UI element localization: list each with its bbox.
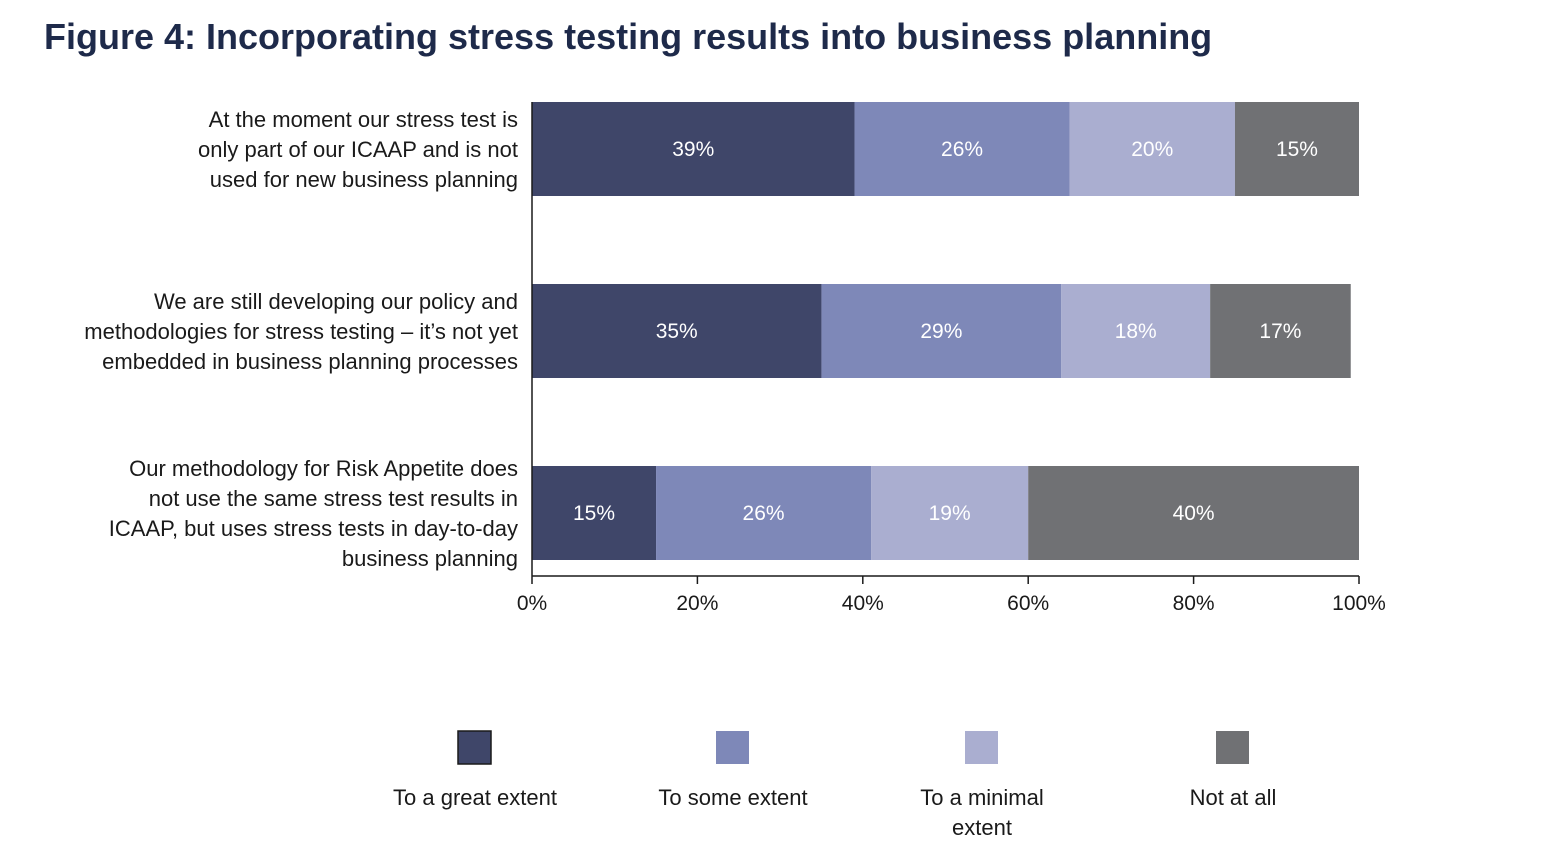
bar-segment-1-3 <box>1069 102 1235 196</box>
legend-label-2: To some extent <box>658 785 807 810</box>
legend-label-4: Not at all <box>1190 785 1277 810</box>
legend-label-2-line-1: To some extent <box>658 785 807 810</box>
chart-title: Figure 4: Incorporating stress testing r… <box>44 16 1213 57</box>
data-label-1-2: 26% <box>941 138 983 161</box>
category-labels-layer: At the moment our stress test is only par… <box>84 107 518 571</box>
bar-segment-1-2 <box>854 102 1070 196</box>
data-label-2-2: 29% <box>920 320 962 343</box>
category-label-2-line-1: We are still developing our policy and <box>154 289 518 314</box>
bar-segment-1-1 <box>532 102 855 196</box>
legend-layer: To a great extent To some extent To a mini… <box>393 730 1277 840</box>
bars-layer: 39% 26% 20% 15% 35% 29% 18% 17% 15% 26% 19% 40% <box>532 102 1359 560</box>
legend-swatch-4 <box>1216 731 1249 764</box>
bar-segment-2-3 <box>1061 284 1211 378</box>
category-label-1-line-1: At the moment our stress test is <box>209 107 518 132</box>
category-label-2-line-2: methodologies for stress testing – it’s … <box>84 319 518 344</box>
data-label-2-4: 17% <box>1259 320 1301 343</box>
x-tick-label-2: 40% <box>842 592 884 615</box>
category-label-3-line-4: business planning <box>342 546 518 571</box>
legend-swatch-3 <box>965 731 998 764</box>
x-tick-label-3: 60% <box>1007 592 1049 615</box>
category-label-3: Our methodology for Risk Appetite does no… <box>109 456 518 571</box>
bar-segment-2-4 <box>1210 284 1351 378</box>
data-label-1-3: 20% <box>1131 138 1173 161</box>
bar-segment-2-2 <box>821 284 1062 378</box>
category-label-3-line-3: ICAAP, but uses stress tests in day-to-d… <box>109 516 518 541</box>
bar-segment-3-1 <box>532 466 657 560</box>
data-label-1-4: 15% <box>1276 138 1318 161</box>
legend-label-3-line-1: To a minimal <box>920 785 1043 810</box>
data-label-3-3: 19% <box>929 502 971 525</box>
category-label-2-line-3: embedded in business planning processes <box>102 349 518 374</box>
data-label-3-4: 40% <box>1173 502 1215 525</box>
category-label-1: At the moment our stress test is only par… <box>198 107 518 192</box>
bar-segment-3-3 <box>871 466 1029 560</box>
legend-label-1: To a great extent <box>393 785 557 810</box>
data-label-3-1: 15% <box>573 502 615 525</box>
x-tick-label-4: 80% <box>1173 592 1215 615</box>
bar-segment-3-4 <box>1028 466 1359 560</box>
bar-segment-1-4 <box>1234 102 1359 196</box>
bar-segment-2-1 <box>532 284 822 378</box>
x-tick-label-5: 100% <box>1332 592 1386 615</box>
category-label-1-line-2: only part of our ICAAP and is not <box>198 137 518 162</box>
bar-segment-3-2 <box>656 466 872 560</box>
x-tick-label-1: 20% <box>676 592 718 615</box>
category-label-3-line-2: not use the same stress test results in <box>149 486 518 511</box>
legend-label-3: To a minimal extent <box>920 785 1043 840</box>
x-tick-label-0: 0% <box>517 592 547 615</box>
legend-label-1-line-1: To a great extent <box>393 785 557 810</box>
data-label-2-3: 18% <box>1115 320 1157 343</box>
legend-label-4-line-1: Not at all <box>1190 785 1277 810</box>
category-label-1-line-3: used for new business planning <box>210 167 518 192</box>
legend-label-3-line-2: extent <box>952 815 1012 840</box>
data-label-1-1: 39% <box>672 138 714 161</box>
legend-swatch-1 <box>457 730 492 765</box>
axes-layer: 0% 20% 40% 60% 80% 100% <box>517 102 1386 615</box>
category-label-2: We are still developing our policy and me… <box>84 289 518 374</box>
category-label-3-line-1: Our methodology for Risk Appetite does <box>129 456 518 481</box>
data-label-3-2: 26% <box>743 502 785 525</box>
legend-swatch-2 <box>716 731 749 764</box>
data-label-2-1: 35% <box>656 320 698 343</box>
